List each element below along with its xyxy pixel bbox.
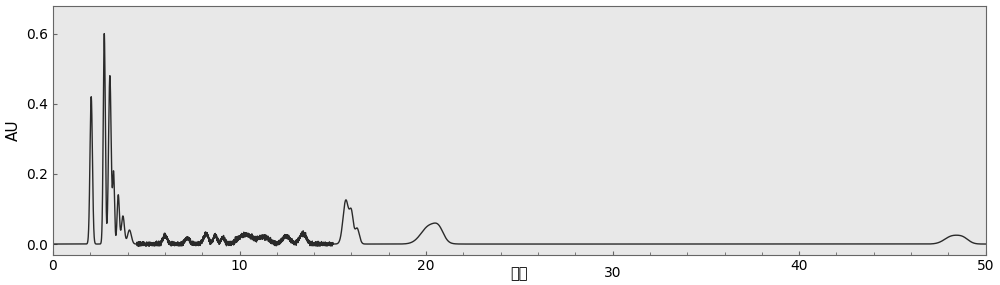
Text: 分钟: 分钟	[511, 266, 528, 281]
Text: 30: 30	[604, 266, 621, 280]
Y-axis label: AU: AU	[6, 119, 21, 141]
